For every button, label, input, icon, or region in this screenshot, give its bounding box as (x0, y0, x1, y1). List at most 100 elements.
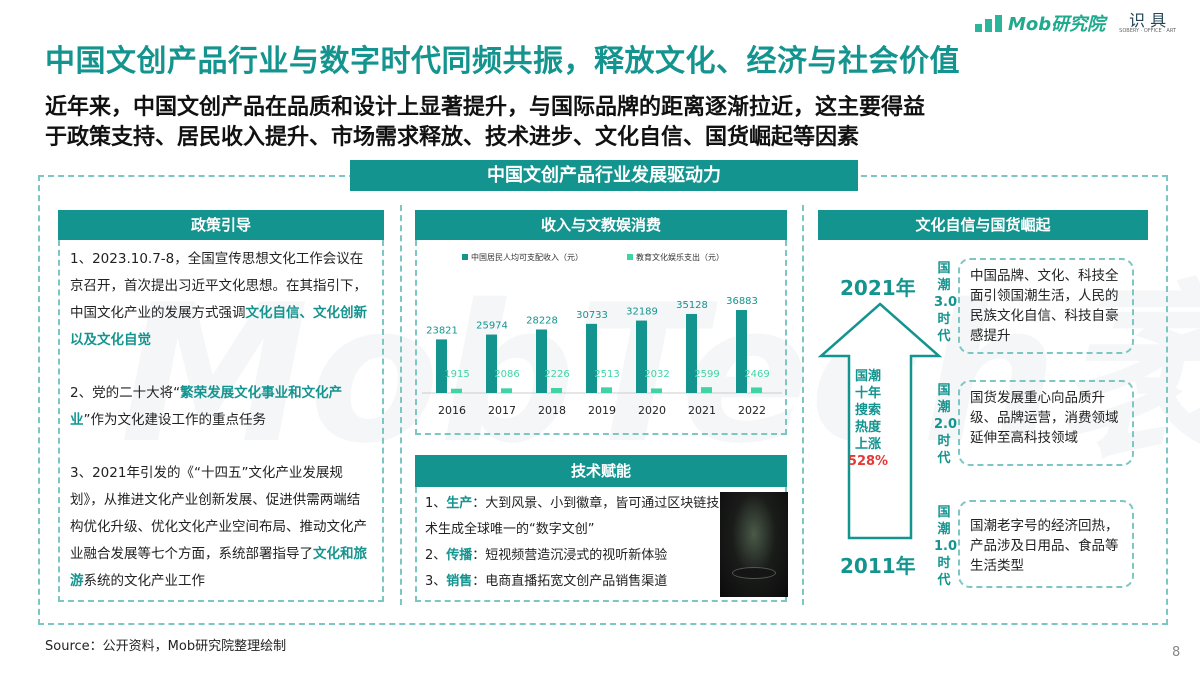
logo: Mob研究院 识 具 SOBERY · OFFICE · ART (975, 10, 1176, 36)
tech-header: 技术赋能 (415, 455, 787, 487)
x-tick-label: 2021 (688, 404, 716, 417)
policy-item: 3、2021年引发的《“十四五”文化产业发展规划》，从推进文化产业创新发展、促进… (70, 460, 372, 595)
data-label-spending: 2599 (694, 369, 719, 380)
partner-logo-small: SOBERY · OFFICE · ART (1119, 27, 1177, 34)
tech-text: ：短视频营造沉浸式的视听新体验 (472, 548, 668, 563)
legend-label: 中国居民人均可支配收入（元） (471, 252, 583, 262)
tech-num: 1、 (425, 496, 447, 511)
bar-spending (551, 387, 562, 393)
policy-text: 2、党的二十大将“ (70, 385, 181, 401)
era-label: 国潮 1.0 时代 (934, 504, 958, 589)
bar-income (586, 323, 597, 393)
arrow-line: 热度 (854, 420, 881, 435)
x-tick-label: 2017 (488, 404, 516, 417)
era-label-char: 潮 (937, 278, 951, 293)
income-chart: 中国居民人均可支配收入（元） 教育文化娱乐支出（元） 23821 1915 2016 25… (422, 252, 782, 417)
frame-title: 中国文创产品行业发展驱动力 (350, 160, 858, 191)
partner-logo: 识 具 SOBERY · OFFICE · ART (1119, 10, 1177, 34)
era-label-char: 代 (937, 329, 951, 344)
era-label-char: 时 (937, 556, 951, 571)
era-description: 中国品牌、文化、科技全面引领国潮生活，人民的民族文化自信、科技自豪感提升 (958, 258, 1134, 354)
data-label-spending: 2469 (744, 369, 769, 380)
legend-label: 教育文化娱乐支出（元） (636, 252, 724, 262)
tech-item: 2、传播：短视频营造沉浸式的视听新体验 (425, 543, 725, 569)
x-tick-label: 2020 (638, 404, 666, 417)
logo-bars-icon (975, 14, 1002, 32)
tech-content: 1、生产：大到风景、小到徽章，皆可通过区块链技术生成全球唯一的“数字文创” 2、传… (415, 487, 787, 602)
data-label-income: 35128 (676, 300, 708, 311)
data-label-spending: 2226 (544, 369, 569, 380)
era-label-char: 代 (937, 573, 951, 588)
bar-income (686, 313, 697, 393)
data-label-income: 25974 (476, 321, 508, 332)
arrow-line: 十年 (854, 386, 881, 401)
partner-logo-text: 识 具 (1129, 10, 1167, 30)
tech-num: 2、 (425, 548, 447, 563)
year-top: 2021年 (840, 276, 916, 300)
data-label-spending: 2513 (594, 369, 619, 380)
culture-header: 文化自信与国货崛起 (818, 210, 1148, 240)
policy-item: 2、党的二十大将“繁荣发展文化事业和文化产业”作为文化建设工作的重点任务 (70, 380, 372, 434)
tech-text: ：电商直播拓宽文创产品销售渠道 (472, 574, 668, 589)
era-label: 国潮 2.0 时代 (934, 382, 958, 467)
income-header: 收入与文教娱消费 (415, 210, 787, 240)
subtitle-line-2: 于政策支持、居民收入提升、市场需求释放、技术进步、文化自信、国货崛起等因素 (45, 125, 860, 150)
policy-item: 1、2023.10.7-8，全国宣传思想文化工作会议在京召开，首次提出习近平文化… (70, 246, 372, 354)
bar-income (536, 329, 547, 393)
era-label-char: 时 (937, 312, 951, 327)
era-description: 国货发展重心向品质升级、品牌运营，消费领域延伸至高科技领域 (958, 380, 1134, 466)
policy-text: ”作为文化建设工作的重点任务 (83, 412, 267, 428)
tech-key: 生产 (446, 496, 473, 511)
bar-spending (751, 387, 762, 393)
era-label-char: 3.0 (934, 295, 958, 310)
policy-content: 1、2023.10.7-8，全国宣传思想文化工作会议在京召开，首次提出习近平文化… (58, 240, 384, 602)
policy-text: 系统的文化产业工作 (83, 573, 206, 589)
era-label-char: 代 (937, 451, 951, 466)
data-label-income: 32189 (626, 307, 658, 318)
era-description: 国潮老字号的经济回热，产品涉及日用品、食品等生活类型 (958, 500, 1134, 588)
x-tick-label: 2022 (738, 404, 766, 417)
bar-spending (701, 387, 712, 393)
era-label: 国潮 3.0 时代 (934, 260, 958, 345)
data-label-income: 28228 (526, 315, 558, 326)
arrow-line: 国潮 (854, 369, 881, 384)
data-label-spending: 1915 (444, 369, 469, 380)
bar-spending (501, 388, 512, 393)
x-tick-label: 2016 (438, 404, 466, 417)
arrow-text: 国潮 十年 搜索 热度 上涨 528% (843, 368, 893, 470)
bar-income (636, 320, 647, 393)
page-number: 8 (1172, 645, 1181, 660)
data-label-income: 30733 (576, 310, 608, 321)
era-label-char: 国 (937, 261, 951, 276)
era-label-char: 国 (937, 505, 951, 520)
era-label-char: 潮 (937, 522, 951, 537)
legend-swatch (462, 254, 468, 260)
divider (802, 205, 804, 605)
era-label-char: 潮 (937, 400, 951, 415)
arrow-line: 搜索 (854, 403, 881, 418)
era-label-char: 国 (937, 383, 951, 398)
page-title: 中国文创产品行业与数字时代同频共振，释放文化、经济与社会价值 (45, 44, 960, 79)
source-note: Source：公开资料，Mob研究院整理绘制 (45, 639, 287, 654)
bar-income (736, 310, 747, 393)
tech-key: 传播 (446, 548, 473, 563)
tech-item: 3、销售：电商直播拓宽文创产品销售渠道 (425, 569, 725, 595)
bar-income (486, 334, 497, 393)
divider (400, 205, 402, 605)
tech-num: 3、 (425, 574, 447, 589)
data-label-spending: 2032 (644, 369, 669, 380)
x-tick-label: 2019 (588, 404, 616, 417)
year-bottom: 2011年 (840, 554, 916, 578)
income-chart-box: 中国居民人均可支配收入（元） 教育文化娱乐支出（元） 23821 1915 2016 25… (415, 240, 787, 435)
policy-highlight: 文化自信、文化创新以及文化自觉 (70, 305, 367, 348)
policy-text: 3、2021年引发的《“十四五”文化产业发展规划》，从推进文化产业创新发展、促进… (70, 465, 367, 562)
tech-item: 1、生产：大到风景、小到徽章，皆可通过区块链技术生成全球唯一的“数字文创” (425, 491, 720, 543)
data-label-income: 23821 (426, 325, 458, 336)
era-label-char: 1.0 (934, 539, 958, 554)
logo-brand: Mob研究院 (1008, 14, 1106, 35)
era-label-char: 2.0 (934, 417, 958, 432)
data-label-spending: 2086 (494, 369, 519, 380)
bar-spending (601, 387, 612, 393)
digital-collectible-image (720, 492, 788, 597)
tech-text: ：大到风景、小到徽章，皆可通过区块链技术生成全球唯一的“数字文创” (425, 496, 720, 537)
